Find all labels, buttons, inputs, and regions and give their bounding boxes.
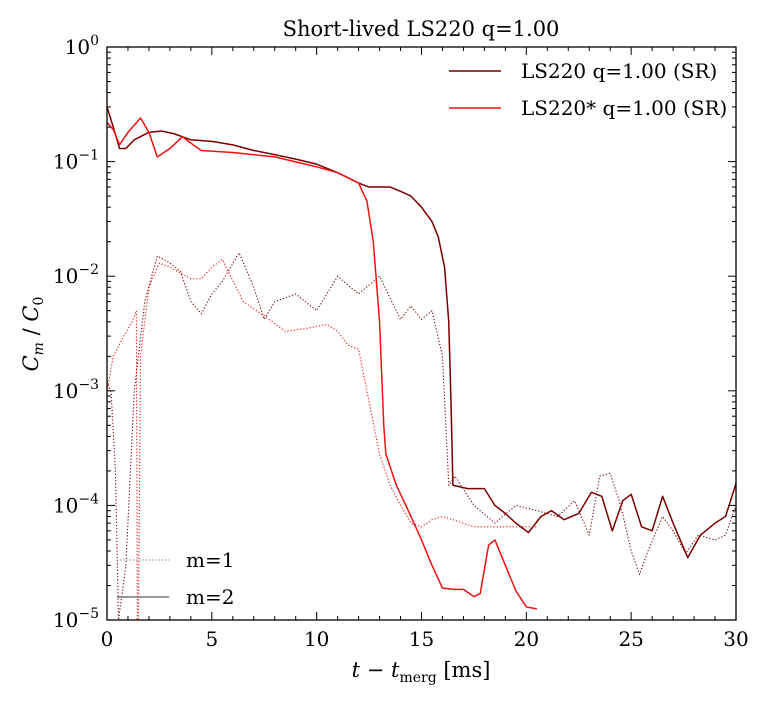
series-line-3-m1 [106,258,537,621]
y-label-c0: C [19,306,43,322]
y-tick-base: 10 [65,35,90,59]
y-label-slash: / [19,322,43,342]
y-tick-exponent: −1 [78,148,99,164]
y-tick-label-3: 10−2 [53,262,99,288]
y-tick-label-0: 10−5 [53,606,99,632]
x-tick-label-4: 20 [514,627,539,651]
legend-label-0: LS220 q=1.00 (SR) [521,59,717,83]
y-label-sub-m: m [31,342,47,355]
curves [106,106,737,621]
series-line-0-m2 [106,106,737,559]
x-label-minus: − [360,658,391,682]
y-axis-label: Cm / C0 [19,297,47,372]
y-tick-label-1: 10−4 [53,491,99,517]
x-tick-label-1: 5 [205,627,218,651]
legend-mode-label-0: m=1 [186,548,234,572]
x-label-t2: t [391,658,400,682]
y-tick-base: 10 [53,493,78,517]
y-tick-base: 10 [53,379,78,403]
legend-label-1: LS220* q=1.00 (SR) [521,96,727,120]
x-tick-label-0: 0 [101,627,114,651]
y-label-sub-0: 0 [31,297,47,306]
x-label-unit: [ms] [437,658,491,682]
y-tick-exponent: −2 [78,262,99,278]
ticks [106,46,737,621]
y-tick-base: 10 [53,264,78,288]
y-tick-exponent: 0 [90,33,99,49]
axes-frame [106,46,737,621]
x-label-sub: merg [399,670,436,686]
y-tick-exponent: −5 [78,606,99,622]
chart-title: Short-lived LS220 q=1.00 [283,17,560,41]
x-tick-label-2: 10 [304,627,329,651]
series-line-2-m2 [106,117,537,610]
y-tick-base: 10 [53,150,78,174]
y-tick-base: 10 [53,608,78,632]
x-axis-label: t − tmerg [ms] [352,658,491,686]
y-label-c: C [19,355,43,371]
legend-mode-label-1: m=2 [186,585,234,609]
x-label-t: t [352,658,361,682]
x-tick-label-6: 30 [723,627,748,651]
y-tick-label-2: 10−3 [53,377,99,403]
legend-series: LS220 q=1.00 (SR) LS220* q=1.00 (SR) [449,59,727,120]
x-tick-label-3: 15 [409,627,434,651]
y-tick-label-5: 100 [65,33,99,59]
x-tick-label-5: 25 [618,627,643,651]
y-tick-exponent: −4 [78,491,99,507]
y-tick-exponent: −3 [78,377,99,393]
legend-modes: m=1 m=2 [117,548,234,609]
y-tick-label-4: 10−1 [53,148,99,174]
